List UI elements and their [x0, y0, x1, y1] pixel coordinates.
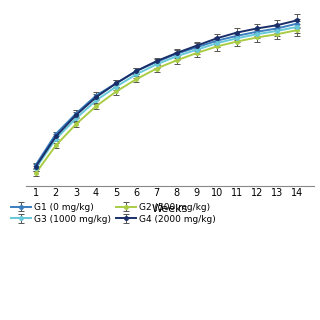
Legend: G1 (0 mg/kg), G3 (1000 mg/kg), G2 (500 mg/kg), G4 (2000 mg/kg): G1 (0 mg/kg), G3 (1000 mg/kg), G2 (500 m… [11, 203, 216, 224]
X-axis label: Weeks: Weeks [151, 204, 188, 214]
